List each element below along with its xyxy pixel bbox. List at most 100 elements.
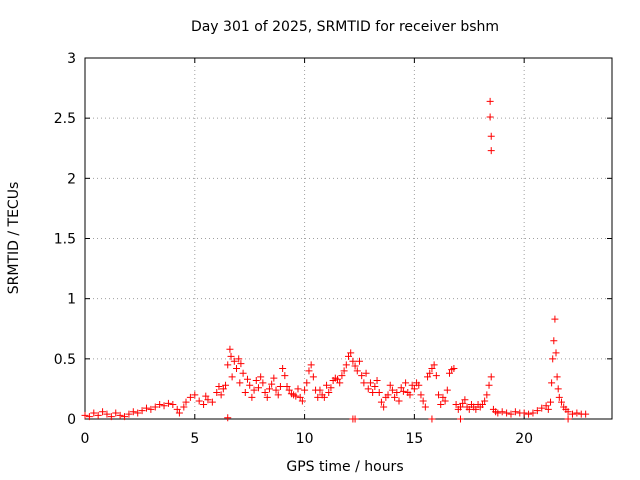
data-point	[156, 401, 164, 409]
data-point	[270, 374, 278, 382]
data-point	[230, 357, 238, 365]
chart-title: Day 301 of 2025, SRMTID for receiver bsh…	[191, 19, 499, 35]
data-point	[465, 405, 473, 413]
data-point	[542, 402, 550, 410]
data-point	[191, 391, 199, 399]
data-point	[388, 386, 396, 394]
data-point	[417, 391, 425, 399]
data-point	[265, 385, 273, 393]
data-point	[274, 391, 282, 399]
y-tick-label: 3	[67, 51, 76, 67]
data-point	[441, 397, 449, 405]
y-tick-label: 0.5	[54, 352, 76, 368]
data-point	[237, 360, 245, 368]
data-point	[138, 407, 146, 415]
x-tick-label: 20	[515, 431, 533, 447]
data-point	[336, 379, 344, 387]
data-point	[358, 372, 366, 380]
data-point	[134, 409, 142, 417]
data-point	[320, 393, 328, 401]
data-point	[257, 373, 265, 381]
y-tick-label: 1.5	[54, 232, 76, 248]
data-point	[529, 409, 537, 417]
data-point	[360, 379, 368, 387]
data-point	[461, 396, 469, 404]
y-tick-label: 0	[67, 412, 76, 428]
data-point	[94, 411, 102, 419]
data-point	[334, 375, 342, 383]
data-point	[511, 408, 519, 416]
data-point	[103, 410, 111, 418]
data-point	[261, 389, 269, 397]
data-point	[142, 404, 150, 412]
y-tick-label: 2	[67, 171, 76, 187]
data-point	[125, 410, 133, 418]
data-point	[481, 397, 489, 405]
data-point	[487, 132, 495, 140]
data-point	[202, 392, 210, 400]
data-point	[316, 386, 324, 394]
data-point	[279, 364, 287, 372]
data-point	[426, 369, 434, 377]
data-point	[259, 379, 267, 387]
data-point	[533, 407, 541, 415]
axis-ticks	[84, 57, 612, 420]
data-point	[377, 398, 385, 406]
data-point	[345, 352, 352, 360]
data-point	[355, 357, 363, 365]
data-point	[340, 367, 348, 375]
data-point	[285, 386, 293, 394]
data-point	[121, 413, 129, 421]
x-tick-label: 15	[405, 431, 423, 447]
data-point	[235, 355, 243, 363]
data-points	[81, 97, 590, 423]
data-point	[292, 392, 300, 400]
data-point	[487, 373, 495, 381]
y-tick-label: 2.5	[54, 111, 76, 127]
data-point	[402, 379, 410, 387]
data-point	[573, 409, 581, 417]
data-point	[554, 385, 562, 393]
data-point	[456, 403, 464, 411]
data-point	[487, 147, 495, 155]
data-point	[116, 411, 124, 419]
data-point	[307, 361, 315, 369]
data-point	[276, 383, 284, 391]
data-point	[415, 381, 423, 389]
data-point	[342, 361, 350, 369]
data-point	[432, 372, 440, 380]
data-point	[351, 362, 359, 370]
data-point	[219, 385, 227, 393]
data-point	[233, 364, 241, 372]
data-point	[549, 355, 557, 363]
data-point	[399, 387, 407, 395]
data-point	[551, 315, 559, 323]
data-point	[236, 379, 244, 387]
data-point	[338, 372, 346, 380]
data-point	[564, 408, 572, 416]
data-point	[483, 391, 491, 399]
data-point	[112, 409, 120, 417]
data-point	[564, 415, 572, 423]
data-point	[424, 373, 432, 381]
data-point	[272, 386, 280, 394]
data-point	[439, 393, 447, 401]
data-point	[204, 396, 212, 404]
data-point	[164, 399, 172, 407]
data-point	[406, 391, 414, 399]
data-point	[99, 408, 107, 416]
data-point	[215, 383, 223, 391]
data-point	[437, 401, 445, 409]
data-point	[180, 403, 188, 411]
data-point	[129, 408, 137, 416]
data-point	[213, 389, 221, 397]
data-point	[408, 381, 416, 389]
data-point	[486, 97, 494, 105]
data-point	[550, 337, 558, 345]
data-point	[375, 389, 383, 397]
x-tick-labels: 0 5 10 15 20	[81, 431, 534, 447]
data-point	[430, 361, 438, 369]
y-tick-labels: 0 0.5 1 1.5 2 2.5 3	[54, 51, 76, 428]
data-point	[241, 389, 249, 397]
data-point	[243, 375, 251, 383]
